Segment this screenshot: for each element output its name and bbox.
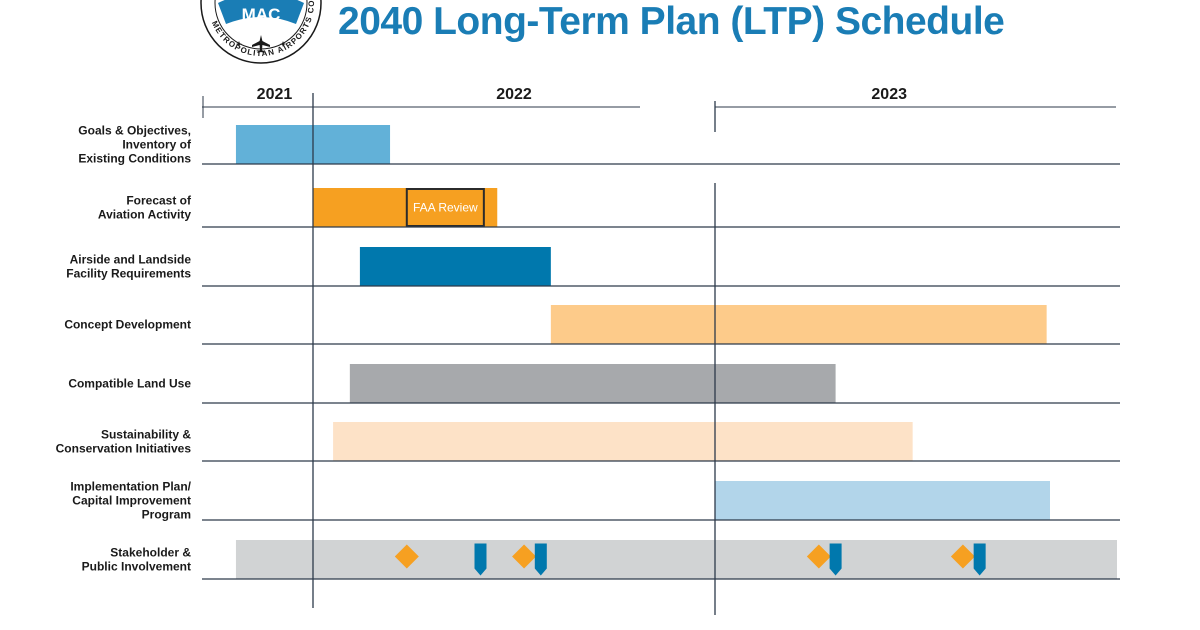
- year-label: 2022: [496, 86, 532, 103]
- row-label-line: Program: [142, 508, 191, 522]
- milestone-marker-icon: [474, 543, 487, 576]
- year-label: 2021: [257, 86, 293, 103]
- row-label-line: Inventory of: [122, 138, 192, 152]
- task-bar: [359, 247, 551, 286]
- bars-layer: [235, 125, 1050, 520]
- milestone-diamond-icon: [512, 544, 537, 569]
- task-bar: [333, 422, 913, 461]
- milestone-marker-icon: [534, 543, 547, 576]
- logo-wing-shape: [218, 0, 304, 24]
- grid-layer: [202, 93, 1120, 615]
- row-label: Implementation Plan/Capital Improvement P…: [70, 480, 191, 522]
- faa-review-box: [405, 188, 485, 227]
- row-label: Compatible Land Use: [68, 377, 191, 391]
- row-label: Sustainability & Conservation Initiatives: [56, 428, 192, 456]
- year-label: 2023: [871, 86, 907, 103]
- task-bar: [349, 364, 836, 403]
- row-label: Concept Development: [64, 318, 191, 332]
- row-label-line: Forecast of: [126, 194, 192, 208]
- milestone-marker-icon: [829, 543, 842, 576]
- row-label-line: Public Involvement: [82, 560, 191, 574]
- row-label: Stakeholder & Public Involvement: [82, 546, 192, 574]
- row-label-line: Aviation Activity: [98, 208, 191, 222]
- task-bar: [313, 188, 498, 227]
- milestone-marker-icon: [973, 543, 986, 576]
- row-label: Forecast of Aviation Activity: [98, 194, 192, 222]
- task-bar: [715, 481, 1050, 520]
- airplane-icon: [252, 35, 270, 53]
- row-label-line: Sustainability &: [101, 428, 191, 442]
- mac-logo: METROPOLITAN AIRPORTS COMMISSION MAC: [200, 0, 322, 64]
- row-label-line: Existing Conditions: [78, 152, 191, 166]
- row-label-line: Capital Improvement: [72, 494, 191, 508]
- milestone-diamond-icon: [806, 544, 831, 569]
- logo-abbrev: MAC: [242, 5, 281, 24]
- row-label-line: Goals & Objectives,: [78, 124, 191, 138]
- star-icon: [280, 41, 286, 47]
- row-label-line: Stakeholder &: [110, 546, 191, 560]
- row-label-line: Facility Requirements: [66, 267, 191, 281]
- milestones-layer: [394, 543, 986, 576]
- star-icon: [236, 41, 242, 47]
- labels-layer: 2021 2022 2023 Goals & Objectives, Inventory…: [56, 86, 907, 574]
- row-label-line: Conservation Initiatives: [56, 442, 192, 456]
- milestone-diamond-icon: [950, 544, 975, 569]
- row-label-line: Compatible Land Use: [68, 377, 191, 391]
- row-label: Goals & Objectives, Inventory of Existing …: [78, 124, 192, 166]
- row-label-line: Concept Development: [64, 318, 191, 332]
- milestone-diamond-icon: [394, 544, 419, 569]
- row-label-line: Implementation Plan/: [70, 480, 191, 494]
- task-bar: [550, 305, 1047, 344]
- page-title: 2040 Long-Term Plan (LTP) Schedule: [338, 0, 1005, 43]
- row-label: Airside and Landside Facility Requirement…: [66, 253, 191, 281]
- faa-review-label: FAA Review: [413, 201, 478, 215]
- row-label-line: Airside and Landside: [70, 253, 192, 267]
